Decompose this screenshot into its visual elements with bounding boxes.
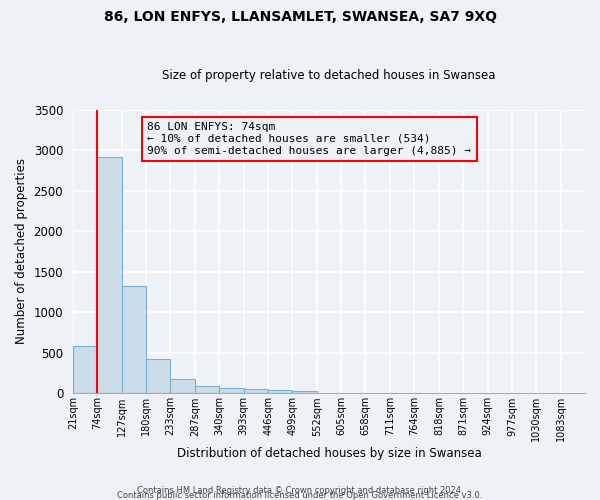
Bar — [170, 379, 194, 394]
Y-axis label: Number of detached properties: Number of detached properties — [15, 158, 28, 344]
Text: 86, LON ENFYS, LLANSAMLET, SWANSEA, SA7 9XQ: 86, LON ENFYS, LLANSAMLET, SWANSEA, SA7 … — [104, 10, 497, 24]
Bar — [244, 389, 268, 394]
Text: Contains HM Land Registry data © Crown copyright and database right 2024.: Contains HM Land Registry data © Crown c… — [137, 486, 463, 495]
X-axis label: Distribution of detached houses by size in Swansea: Distribution of detached houses by size … — [176, 447, 481, 460]
Bar — [268, 390, 292, 394]
Text: Contains public sector information licensed under the Open Government Licence v3: Contains public sector information licen… — [118, 491, 482, 500]
Bar — [73, 346, 97, 394]
Bar — [122, 286, 146, 394]
Title: Size of property relative to detached houses in Swansea: Size of property relative to detached ho… — [162, 69, 496, 82]
Bar — [220, 388, 244, 394]
Bar — [195, 386, 220, 394]
Bar — [97, 156, 122, 394]
Bar — [146, 360, 170, 394]
Text: 86 LON ENFYS: 74sqm
← 10% of detached houses are smaller (534)
90% of semi-detac: 86 LON ENFYS: 74sqm ← 10% of detached ho… — [147, 122, 471, 156]
Bar — [292, 391, 317, 394]
